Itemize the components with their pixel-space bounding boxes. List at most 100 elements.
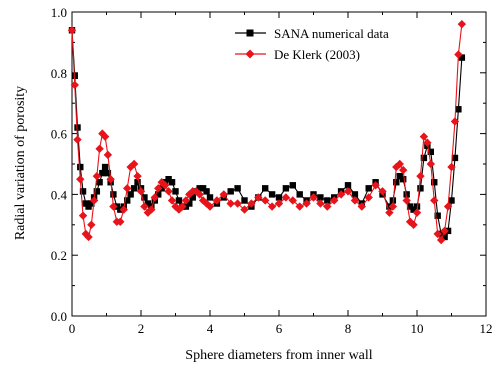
data-point-sana xyxy=(448,197,455,204)
data-point-deklerk xyxy=(423,138,432,147)
series-layer xyxy=(67,19,467,245)
x-tick-label: 0 xyxy=(69,321,76,336)
data-point-sana xyxy=(96,179,103,186)
y-tick-label: 0.0 xyxy=(51,309,67,324)
series-deklerk xyxy=(67,19,467,245)
data-point-deklerk xyxy=(129,159,139,169)
data-point-deklerk xyxy=(371,181,380,190)
data-point-deklerk xyxy=(357,202,366,211)
data-point-deklerk xyxy=(436,235,446,245)
data-point-sana xyxy=(241,197,248,204)
data-point-sana xyxy=(74,124,81,131)
data-point-sana xyxy=(403,191,410,198)
legend: SANA numerical data De Klerk (2003) xyxy=(228,24,454,72)
x-tick-label: 8 xyxy=(345,321,352,336)
data-point-sana xyxy=(77,163,84,171)
data-point-sana xyxy=(417,185,424,192)
data-point-sana xyxy=(88,200,95,207)
data-point-sana xyxy=(406,203,414,210)
data-point-deklerk xyxy=(100,132,110,141)
x-tick-label: 2 xyxy=(138,321,145,336)
data-point-sana xyxy=(206,194,214,201)
data-point-sana xyxy=(296,191,303,198)
data-point-deklerk xyxy=(84,232,93,242)
data-point-sana xyxy=(365,185,372,192)
data-point-sana xyxy=(289,182,296,189)
data-point-deklerk xyxy=(454,50,463,59)
data-point-sana xyxy=(79,188,87,195)
data-point-deklerk xyxy=(92,171,102,181)
data-point-deklerk xyxy=(136,187,146,196)
legend-label-deklerk: De Klerk (2003) xyxy=(274,47,360,62)
data-point-deklerk xyxy=(267,202,277,211)
data-point-deklerk xyxy=(388,202,398,211)
data-point-deklerk xyxy=(167,196,177,205)
data-point-deklerk xyxy=(226,199,235,208)
data-point-sana xyxy=(451,154,459,162)
data-point-sana xyxy=(124,197,131,204)
data-point-deklerk xyxy=(87,220,96,229)
data-point-deklerk xyxy=(457,19,467,29)
data-point-sana xyxy=(351,191,359,198)
data-point-sana xyxy=(282,185,290,192)
data-point-sana xyxy=(99,169,106,177)
data-point-sana xyxy=(268,191,276,198)
data-point-deklerk xyxy=(78,211,88,220)
data-point-sana xyxy=(427,148,434,156)
data-point-deklerk xyxy=(330,196,339,205)
data-point-sana xyxy=(130,185,138,192)
data-point-deklerk xyxy=(447,162,456,172)
data-point-deklerk xyxy=(288,196,297,205)
data-point-deklerk xyxy=(323,202,332,211)
data-point-deklerk xyxy=(399,165,408,175)
data-point-deklerk xyxy=(430,196,439,205)
data-point-deklerk xyxy=(443,202,453,211)
data-point-sana xyxy=(186,200,193,207)
data-point-deklerk xyxy=(109,202,118,211)
data-point-deklerk xyxy=(89,196,99,205)
data-point-deklerk xyxy=(450,117,460,126)
data-point-sana xyxy=(144,200,152,207)
data-point-deklerk xyxy=(160,181,170,190)
data-point-deklerk xyxy=(295,202,304,211)
data-point-sana xyxy=(203,188,210,195)
data-point-sana xyxy=(420,154,428,162)
data-point-sana xyxy=(175,197,183,204)
data-point-deklerk xyxy=(336,190,346,199)
data-point-deklerk xyxy=(233,199,242,208)
y-tick-label: 0.6 xyxy=(51,127,68,142)
legend-marker-sana xyxy=(246,29,254,37)
data-point-deklerk xyxy=(364,193,373,202)
data-point-sana xyxy=(393,179,400,186)
data-point-sana xyxy=(127,191,134,198)
data-point-sana xyxy=(262,185,269,192)
data-point-sana xyxy=(441,233,448,241)
data-point-sana xyxy=(227,188,234,195)
data-point-deklerk xyxy=(116,217,125,226)
data-point-deklerk xyxy=(261,196,270,205)
data-point-sana xyxy=(155,191,162,198)
data-point-deklerk xyxy=(164,187,173,196)
x-tick-label: 10 xyxy=(411,321,424,336)
legend-label-sana: SANA numerical data xyxy=(274,26,389,41)
data-point-sana xyxy=(234,185,241,192)
data-point-deklerk xyxy=(281,193,291,202)
data-point-sana xyxy=(396,172,403,180)
y-tick-label: 1.0 xyxy=(51,5,67,20)
y-axis-label: Radial variation of porosity xyxy=(13,86,28,240)
legend-marker-deklerk xyxy=(245,49,255,59)
data-point-sana xyxy=(400,176,407,183)
data-point-sana xyxy=(431,179,438,186)
data-point-deklerk xyxy=(103,150,113,160)
data-point-deklerk xyxy=(395,159,404,169)
data-point-deklerk xyxy=(106,175,115,184)
data-point-sana xyxy=(172,188,179,195)
data-point-sana xyxy=(104,169,112,177)
data-point-deklerk xyxy=(67,26,77,35)
data-point-deklerk xyxy=(240,205,249,214)
data-point-deklerk xyxy=(302,199,311,208)
data-point-deklerk xyxy=(254,193,263,202)
x-axis-label: Sphere diameters from inner wall xyxy=(185,348,372,363)
data-point-sana xyxy=(196,185,203,192)
